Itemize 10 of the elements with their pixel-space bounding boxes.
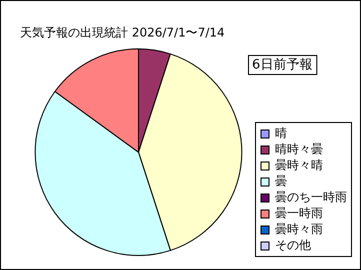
legend-label: 曇一時雨: [275, 206, 323, 220]
chart-title: 天気予報の出現統計 2026/7/1〜7/14: [20, 25, 225, 40]
legend-label: 曇時々晴: [275, 158, 323, 172]
legend-label: 曇時々雨: [275, 222, 323, 236]
legend-label: 晴時々曇: [275, 142, 323, 156]
text: 6日前予報: [252, 57, 312, 72]
legend-label: 曇のち一時雨: [275, 190, 347, 204]
legend-label: 曇: [275, 174, 287, 188]
legend-label: その他: [275, 238, 311, 252]
legend-label: 晴: [275, 126, 287, 140]
